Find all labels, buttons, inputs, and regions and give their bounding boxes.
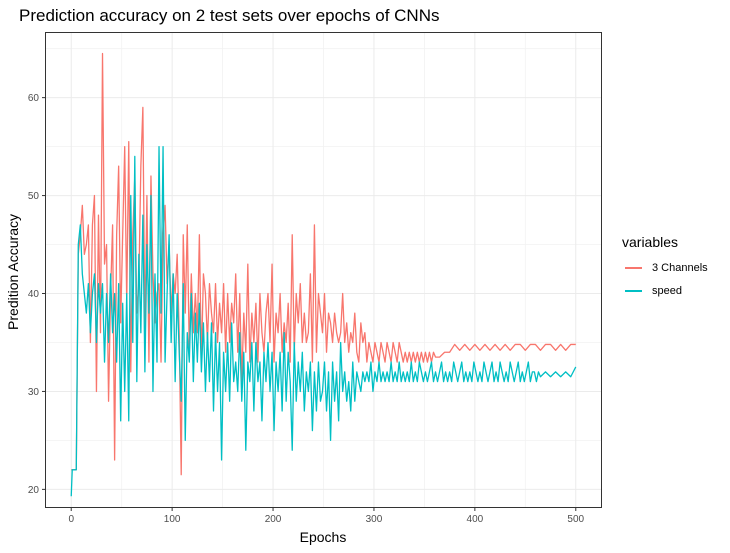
y-tick-label: 20 bbox=[28, 485, 40, 496]
legend-key-0 bbox=[625, 266, 642, 269]
x-tick-label: 200 bbox=[265, 514, 282, 525]
y-tick-label: 50 bbox=[28, 191, 40, 202]
x-tick-label: 0 bbox=[68, 514, 74, 525]
legend-item-1: speed bbox=[622, 279, 708, 302]
grid-major bbox=[46, 33, 601, 507]
y-axis: 20 30 40 50 60 bbox=[28, 93, 46, 496]
x-tick-label: 500 bbox=[567, 514, 584, 525]
grid-minor bbox=[46, 33, 601, 507]
series-layer bbox=[70, 52, 577, 497]
x-tick-label: 400 bbox=[467, 514, 484, 525]
y-tick-label: 60 bbox=[28, 93, 40, 104]
legend-label-0: 3 Channels bbox=[652, 261, 708, 274]
x-tick-label: 100 bbox=[164, 514, 181, 525]
series-line-0 bbox=[71, 52, 576, 476]
y-tick-label: 30 bbox=[28, 387, 40, 398]
chart-title: Prediction accuracy on 2 test sets over … bbox=[19, 6, 440, 25]
legend-item-0: 3 Channels bbox=[622, 256, 708, 279]
y-tick-label: 40 bbox=[28, 289, 40, 300]
x-tick-label: 300 bbox=[366, 514, 383, 525]
legend-items: 3 Channels speed bbox=[622, 256, 708, 302]
legend-title: variables bbox=[622, 234, 679, 250]
plot-border bbox=[45, 32, 602, 508]
x-axis-title: Epochs bbox=[300, 529, 347, 545]
series-line-1 bbox=[70, 145, 577, 497]
legend-key-1 bbox=[625, 289, 642, 292]
y-axis-title: Predition Accuracy bbox=[5, 214, 21, 330]
legend-label-1: speed bbox=[652, 284, 682, 297]
legend: variables 3 Channels speed bbox=[622, 234, 708, 302]
x-axis: 0 100 200 300 400 500 bbox=[68, 507, 585, 525]
